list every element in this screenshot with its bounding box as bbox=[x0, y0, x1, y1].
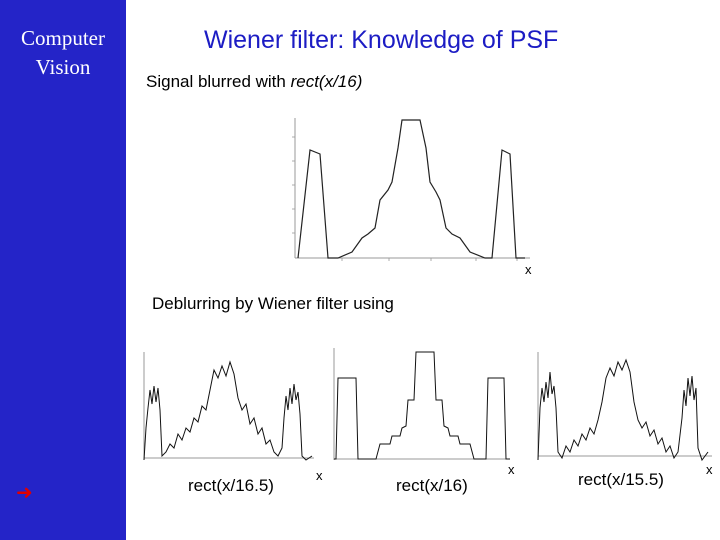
deblurred-plot-2-caption: rect(x/16) bbox=[396, 476, 468, 495]
blurred-signal-axes bbox=[294, 118, 530, 259]
blurred-signal-curve bbox=[297, 119, 525, 259]
slide-title: Wiener filter: Knowledge of PSF bbox=[204, 26, 559, 54]
course-title-line1: Computer bbox=[21, 26, 105, 50]
course-title: Computer Vision bbox=[0, 24, 126, 82]
sidebar: Computer Vision ➜ bbox=[0, 0, 126, 540]
blur-kernel-label: rect(x/16) bbox=[290, 72, 363, 91]
blurred-signal-label: Signal blurred with rect(x/16) bbox=[146, 72, 362, 92]
deblurred-plot-2 bbox=[333, 348, 510, 460]
next-slide-arrow-icon[interactable]: ➜ bbox=[16, 480, 33, 504]
deblurred-plot-2-curve bbox=[334, 351, 510, 460]
course-title-line2: Vision bbox=[35, 55, 91, 79]
deblurred-plot-3-curve bbox=[537, 358, 709, 462]
deblurring-label: Deblurring by Wiener filter using bbox=[152, 294, 394, 313]
deblurred-plot-1-curve bbox=[143, 360, 313, 461]
deblurred-plot-2-axes bbox=[333, 348, 510, 460]
deblurred-plot-1 bbox=[143, 352, 314, 461]
blurred-signal-label-text: Signal blurred with bbox=[146, 72, 291, 91]
blurred-signal-ticks bbox=[292, 136, 518, 261]
blurred-signal-x-axis-label: x bbox=[525, 262, 532, 277]
blurred-signal-plot bbox=[292, 118, 530, 261]
deblurred-plot-3-axes bbox=[537, 352, 712, 460]
deblurred-plot-3 bbox=[537, 352, 712, 462]
deblurred-plot-1-caption: rect(x/16.5) bbox=[188, 476, 274, 495]
deblurred-plot-1-axes bbox=[143, 352, 314, 460]
deblurred-plot-2-x-axis-label: x bbox=[508, 462, 515, 477]
deblurred-plot-3-x-axis-label: x bbox=[706, 462, 713, 477]
deblurred-plot-3-caption: rect(x/15.5) bbox=[578, 470, 664, 489]
deblurred-plot-1-x-axis-label: x bbox=[316, 468, 323, 483]
